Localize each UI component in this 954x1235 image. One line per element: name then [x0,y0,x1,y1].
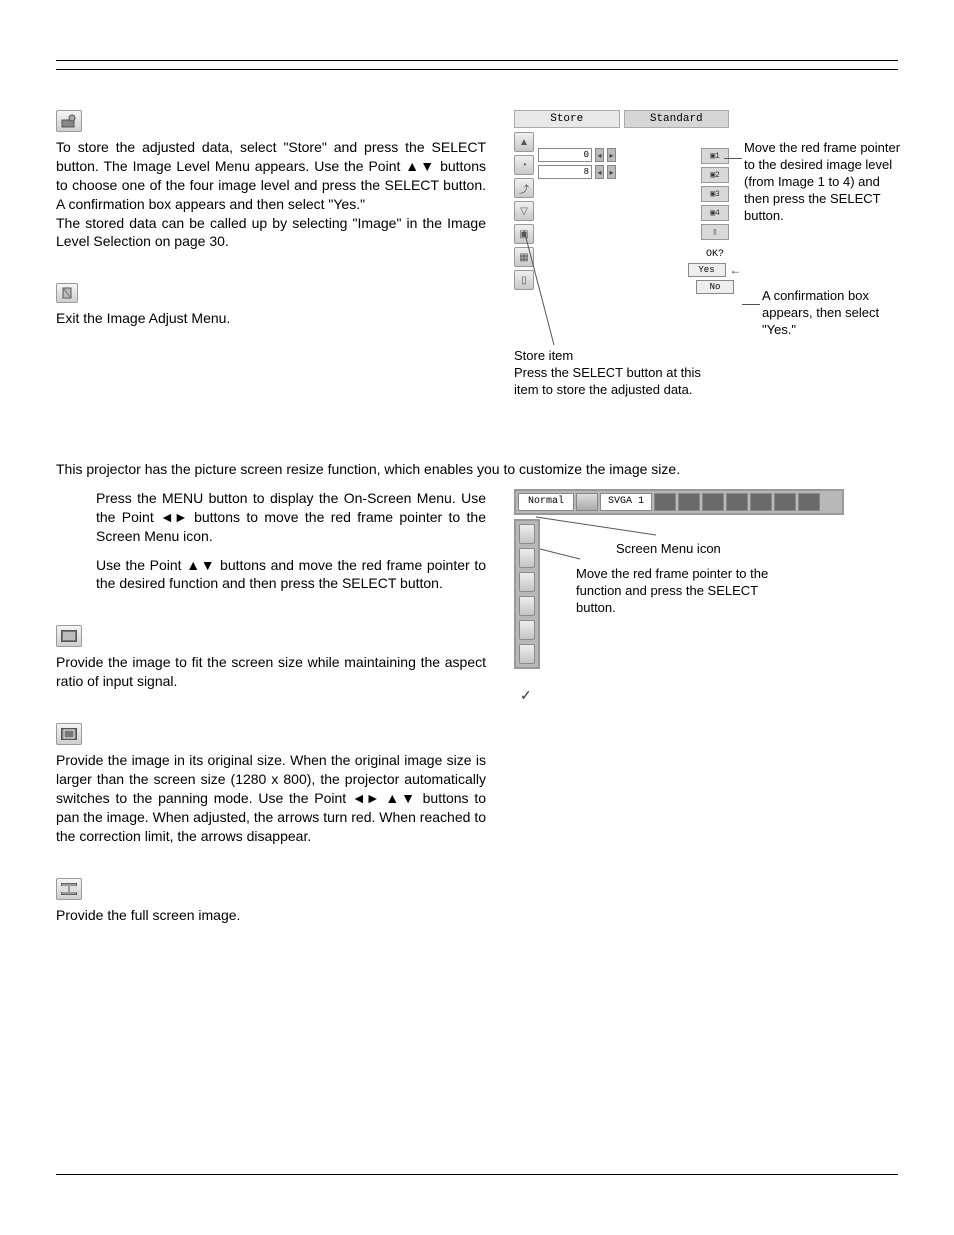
normal-icon [56,625,82,647]
standard-tab: Standard [624,110,730,128]
screen-head-icon-3 [678,493,700,511]
screen-head-normal: Normal [518,493,574,511]
screen-head-icon-6 [750,493,772,511]
screen-head-icon-7 [774,493,796,511]
store-paragraph-1: To store the adjusted data, select "Stor… [56,138,486,214]
left-btn-8: ◂ [595,165,604,179]
true-paragraph: Provide the image in its original size. … [56,751,486,845]
image-slot-4: ▣4 [701,205,729,221]
screen-head-icon-8 [798,493,820,511]
annot-store-item-body: Press the SELECT button at this item to … [514,365,714,399]
screen-tool-3 [519,572,535,592]
quit-icon [56,283,78,303]
normal-paragraph: Provide the image to fit the screen size… [56,653,486,691]
full-icon [56,878,82,900]
step-2: Use the Point ▲▼ buttons and move the re… [96,556,486,594]
screen-head-icon-1 [576,493,598,511]
annot-move-frame: Move the red frame pointer to the desire… [744,140,904,224]
intro-paragraph: This projector has the picture screen re… [56,460,898,479]
callout-line-store [524,230,584,350]
no-button: No [696,280,734,294]
value-0: 0 [538,148,592,162]
image-slot-3: ▣3 [701,186,729,202]
screen-head-icon-4 [702,493,724,511]
screen-tool-5 [519,620,535,640]
tool-clock-icon: ◔ [514,155,534,175]
ok-label: OK? [706,249,724,260]
screen-tool-4 [519,596,535,616]
true-icon [56,723,82,745]
screen-tool-2 [519,548,535,568]
screen-tool-6 [519,644,535,664]
store-tab: Store [514,110,620,128]
screen-head-icon-2 [654,493,676,511]
callout-screen-icon [536,513,686,543]
tool-up-icon: ▲ [514,132,534,152]
exit-paragraph: Exit the Image Adjust Menu. [56,309,486,328]
yes-button: Yes [688,263,726,277]
right-btn-0: ▸ [607,148,616,162]
callout-screen-move [540,545,600,565]
value-8: 8 [538,165,592,179]
arrow-left-icon: ← [729,264,743,276]
annot-screen-move: Move the red frame pointer to the functi… [576,566,786,617]
tool-down-icon: ▽ [514,201,534,221]
screen-head-icon-5 [726,493,748,511]
store-icon [56,110,82,132]
right-btn-8: ▸ [607,165,616,179]
store-paragraph-2: The stored data can be called up by sele… [56,214,486,252]
image-slot-2: ▣2 [701,167,729,183]
step-1: Press the MENU button to display the On-… [96,489,486,546]
quit-slot: ▯ [701,224,729,240]
full-paragraph: Provide the full screen image. [56,906,486,925]
annot-store-item-title: Store item [514,348,714,365]
image-slot-1: ▣1 [701,148,729,164]
annot-confirm: A confirmation box appears, then select … [762,288,902,339]
annot-screen-icon: Screen Menu icon [616,541,844,558]
left-btn-0: ◂ [595,148,604,162]
screen-menu-panel: Normal SVGA 1 [514,489,844,669]
screen-tool-1 [519,524,535,544]
tool-curve-icon: ⤴ [514,178,534,198]
screen-head-svga: SVGA 1 [600,493,652,511]
checkmark-icon: ✓ [520,687,898,704]
